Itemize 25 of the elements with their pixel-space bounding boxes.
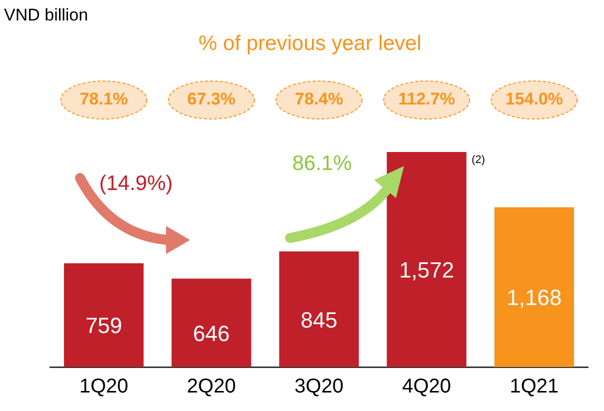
data-label: 759 <box>85 313 122 338</box>
x-tick-label: 1Q21 <box>510 376 559 398</box>
data-label: 845 <box>300 307 338 332</box>
text: 67.3% <box>187 90 236 109</box>
chart-subtitle: % of previous year level <box>198 32 422 55</box>
data-label: 646 <box>193 320 230 346</box>
text: 154.0% <box>505 90 564 109</box>
annotation: 86.1% <box>292 152 352 175</box>
x-tick-label: 4Q20 <box>402 376 452 398</box>
bar <box>386 152 466 367</box>
annotation: (2) <box>472 154 486 166</box>
text: 112.7% <box>398 90 455 109</box>
x-tick-label: 2Q20 <box>186 376 236 398</box>
data-label: 1,168 <box>506 285 562 310</box>
x-tick-label: 3Q20 <box>294 376 344 398</box>
text: 78.1% <box>80 90 128 109</box>
data-label: 1,572 <box>399 258 454 283</box>
bar <box>279 251 359 367</box>
bar <box>172 278 252 367</box>
bar <box>494 207 574 367</box>
text: VND billion <box>4 6 88 25</box>
bar <box>64 263 144 367</box>
text: 78.4% <box>294 90 344 109</box>
x-tick-label: 1Q20 <box>79 376 128 398</box>
annotation: (14.9%) <box>99 172 173 195</box>
